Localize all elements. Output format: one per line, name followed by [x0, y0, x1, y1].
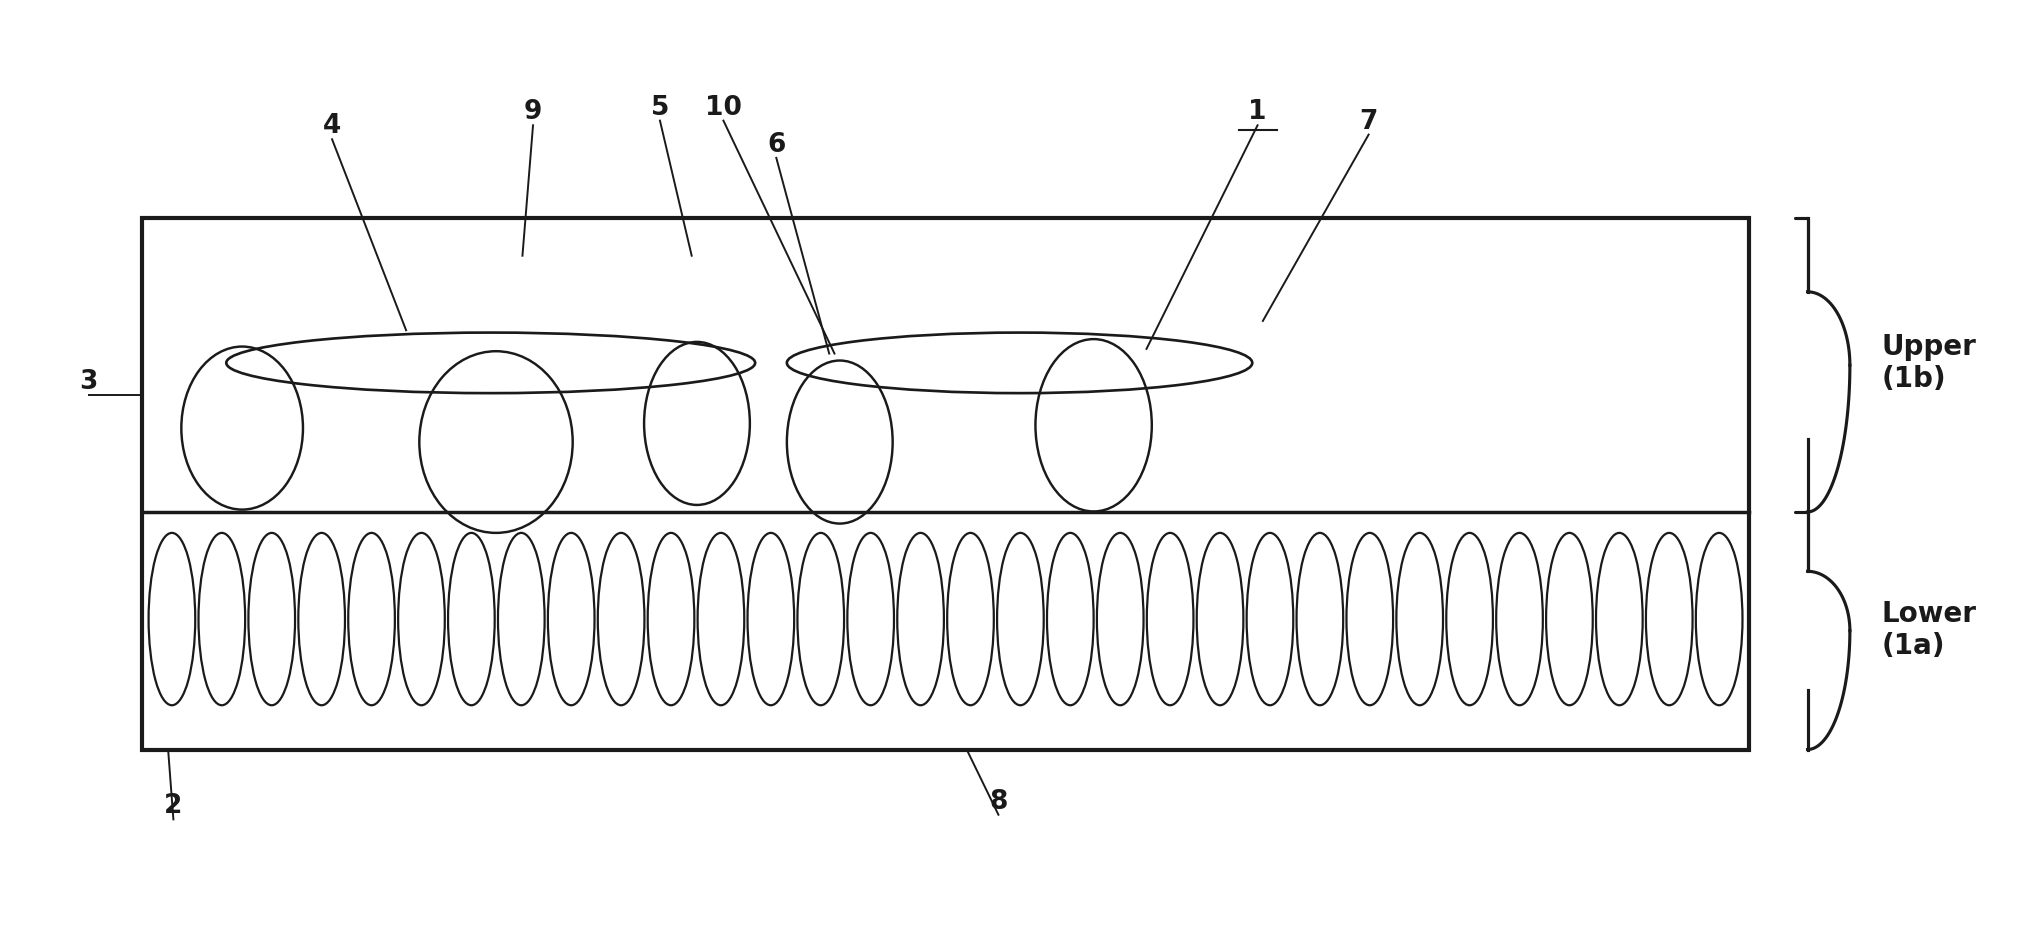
- Text: 3: 3: [79, 369, 99, 396]
- Text: 10: 10: [704, 95, 743, 120]
- Bar: [141, 218, 1750, 749]
- Text: 2: 2: [163, 793, 182, 820]
- Text: 8: 8: [989, 789, 1007, 815]
- Text: 6: 6: [767, 132, 785, 158]
- Text: 1: 1: [1249, 100, 1267, 125]
- Text: Lower
(1a): Lower (1a): [1881, 600, 1976, 661]
- Text: 7: 7: [1360, 109, 1378, 134]
- Text: Upper
(1b): Upper (1b): [1881, 333, 1976, 393]
- Text: 4: 4: [323, 113, 341, 139]
- Text: 9: 9: [525, 100, 543, 125]
- Text: 5: 5: [650, 95, 670, 120]
